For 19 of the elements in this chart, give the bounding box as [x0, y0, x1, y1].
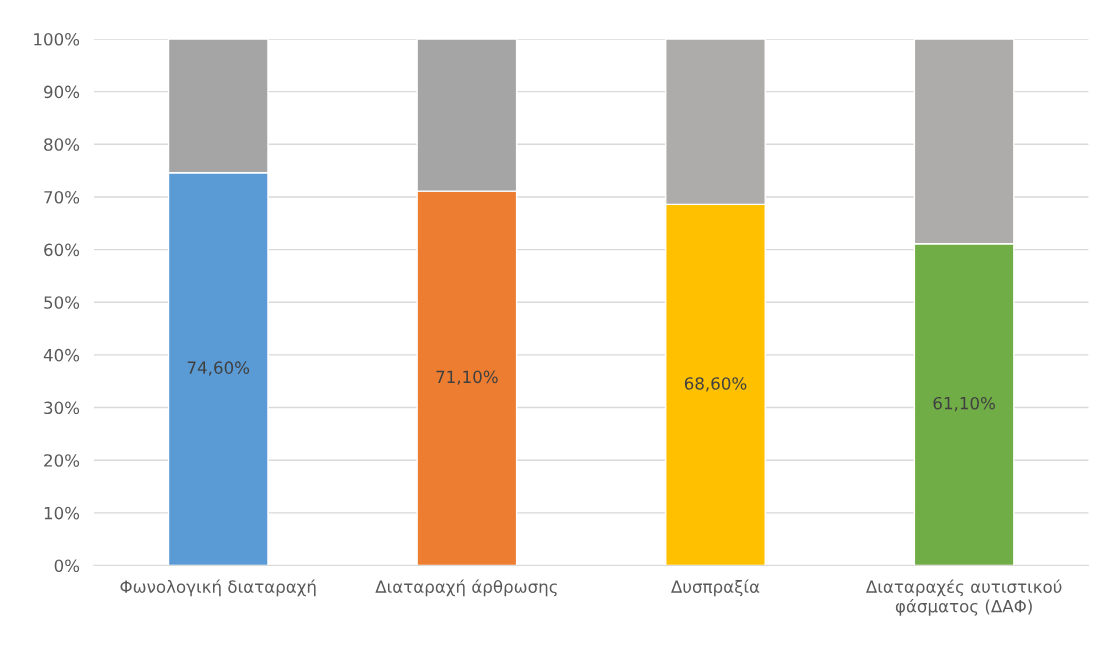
- y-tick-label: 50%: [44, 296, 80, 309]
- y-tick-label: 100%: [34, 32, 80, 46]
- y-tick-label: 80%: [44, 138, 80, 151]
- y-tick-label: 70%: [44, 190, 80, 204]
- data-label: 74,60%: [187, 361, 250, 376]
- data-label: 71,10%: [436, 370, 498, 385]
- y-tick-label: 60%: [44, 243, 80, 257]
- y-tick-label: 10%: [44, 506, 80, 520]
- data-label: 61,10%: [933, 396, 995, 412]
- x-tick-label: Διαταραχές αυτιστικού φάσματος (ΔΑΦ): [865, 579, 1062, 616]
- y-tick-label: 20%: [44, 454, 80, 467]
- x-tick-label: Διαταραχή άρθρωσης: [375, 579, 557, 597]
- x-tick-label: Δυσπραξία: [671, 579, 760, 597]
- y-tick-label: 30%: [44, 401, 80, 415]
- y-tick-label: 40%: [43, 348, 80, 362]
- data-label: 68,60%: [684, 377, 747, 392]
- y-tick-label: 0%: [54, 559, 80, 573]
- y-tick-label: 90%: [44, 85, 80, 99]
- x-tick-label: Φωνολογική διαταραχή: [120, 579, 316, 597]
